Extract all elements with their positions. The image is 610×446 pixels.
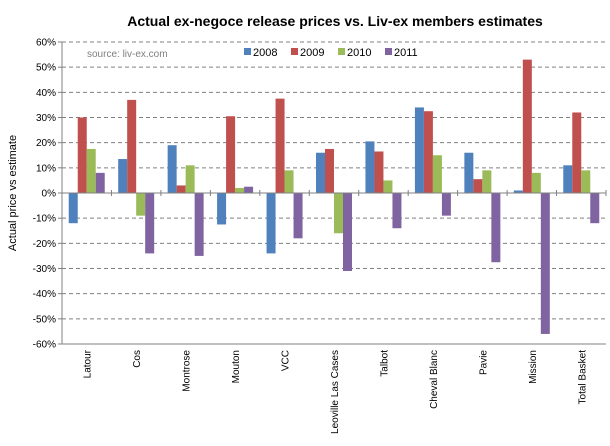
bar-total-basket-2011 xyxy=(590,193,600,224)
bar-latour-2010 xyxy=(86,148,96,193)
y-tick-label: -40% xyxy=(33,289,56,300)
legend-swatch-2010 xyxy=(338,48,345,55)
legend-label: 2011 xyxy=(394,47,418,59)
category-label: VCC xyxy=(281,350,292,371)
bar-montrose-2010 xyxy=(185,165,195,193)
bar-cheval-blanc-2011 xyxy=(441,193,451,216)
bar-cos-2011 xyxy=(145,193,155,254)
category-label: Leoville Las Cases xyxy=(330,350,341,434)
category-labels: Latour Cos Montrose Mouton VCC Leoville Las C… xyxy=(83,349,589,434)
bar-pavie-2011 xyxy=(491,193,501,263)
y-tick-label: -60% xyxy=(33,340,56,351)
bar-mission-2008 xyxy=(513,190,523,193)
legend: 2008 2009 2010 2011 xyxy=(244,47,418,59)
category-label: Cos xyxy=(132,350,143,368)
bar-montrose-2009 xyxy=(176,185,186,193)
y-tick-label: -20% xyxy=(33,239,56,250)
bar-vcc-2008 xyxy=(266,193,276,254)
axes xyxy=(58,41,607,345)
legend-swatch-2011 xyxy=(385,48,392,55)
bar-mission-2010 xyxy=(531,172,541,193)
bar-latour-2011 xyxy=(95,172,105,193)
bar-total-basket-2010 xyxy=(581,170,591,193)
category-label: Montrose xyxy=(182,350,193,392)
bars xyxy=(68,59,600,334)
category-label: Total Basket xyxy=(577,350,588,405)
bar-cos-2008 xyxy=(118,159,128,193)
bar-pavie-2008 xyxy=(464,152,474,193)
bar-mission-2011 xyxy=(540,193,550,334)
category-label: Latour xyxy=(83,349,94,378)
y-tick-label: 40% xyxy=(36,88,56,99)
bar-vcc-2011 xyxy=(293,193,303,239)
bar-cos-2009 xyxy=(127,99,137,193)
y-tick-label: 10% xyxy=(36,163,56,174)
y-tick-label: 0% xyxy=(42,189,57,200)
bar-mouton-2009 xyxy=(226,116,236,193)
bar-mission-2009 xyxy=(522,59,532,194)
legend-label: 2009 xyxy=(300,47,324,59)
bar-pavie-2009 xyxy=(473,179,483,193)
y-tick-label: 50% xyxy=(36,63,56,74)
bar-leoville-las-cases-2009 xyxy=(325,148,334,193)
bar-latour-2008 xyxy=(68,193,78,224)
category-label: Talbot xyxy=(380,350,391,377)
bar-leoville-las-cases-2010 xyxy=(334,193,343,234)
bar-total-basket-2008 xyxy=(563,165,573,193)
bar-talbot-2011 xyxy=(392,193,402,229)
category-label: Cheval Blanc xyxy=(429,350,440,409)
y-tick-label: -50% xyxy=(33,314,56,325)
legend-swatch-2008 xyxy=(244,48,251,55)
bar-cos-2010 xyxy=(136,193,146,216)
chart-title: Actual ex-negoce release prices vs. Liv-… xyxy=(127,13,543,29)
bar-mouton-2008 xyxy=(217,193,227,225)
category-label: Mission xyxy=(528,350,539,384)
y-tick-label: 60% xyxy=(36,38,56,49)
bar-vcc-2010 xyxy=(284,170,294,193)
bar-vcc-2009 xyxy=(275,98,285,194)
legend-swatch-2009 xyxy=(291,48,298,55)
source-note: source: liv-ex.com xyxy=(87,49,168,60)
bar-cheval-blanc-2008 xyxy=(414,107,424,193)
y-axis-label: Actual price vs estimate xyxy=(7,135,19,251)
bar-leoville-las-cases-2011 xyxy=(343,193,352,272)
y-tick-labels: 60% 50% 40% 30% 20% 10% 0% -10% -20% -30% -40% -50%… xyxy=(33,38,56,351)
bar-talbot-2009 xyxy=(374,151,384,193)
bar-cheval-blanc-2010 xyxy=(432,155,442,193)
legend-label: 2010 xyxy=(347,47,371,59)
category-label: Mouton xyxy=(231,350,242,383)
bar-talbot-2010 xyxy=(383,180,393,193)
bar-latour-2009 xyxy=(77,117,87,193)
bar-pavie-2010 xyxy=(482,170,492,193)
bar-leoville-las-cases-2008 xyxy=(316,152,325,193)
bar-talbot-2008 xyxy=(365,141,375,193)
bar-montrose-2011 xyxy=(194,193,204,256)
bar-montrose-2008 xyxy=(167,145,177,193)
category-label: Pavie xyxy=(478,350,489,375)
bar-mouton-2011 xyxy=(244,186,254,193)
bar-total-basket-2009 xyxy=(572,112,582,193)
bar-cheval-blanc-2009 xyxy=(423,111,433,193)
y-tick-label: 20% xyxy=(36,138,56,149)
legend-label: 2008 xyxy=(253,47,277,59)
bar-mouton-2010 xyxy=(235,187,245,193)
y-tick-label: -10% xyxy=(33,214,56,225)
y-tick-label: 30% xyxy=(36,113,56,124)
y-tick-label: -30% xyxy=(33,264,56,275)
